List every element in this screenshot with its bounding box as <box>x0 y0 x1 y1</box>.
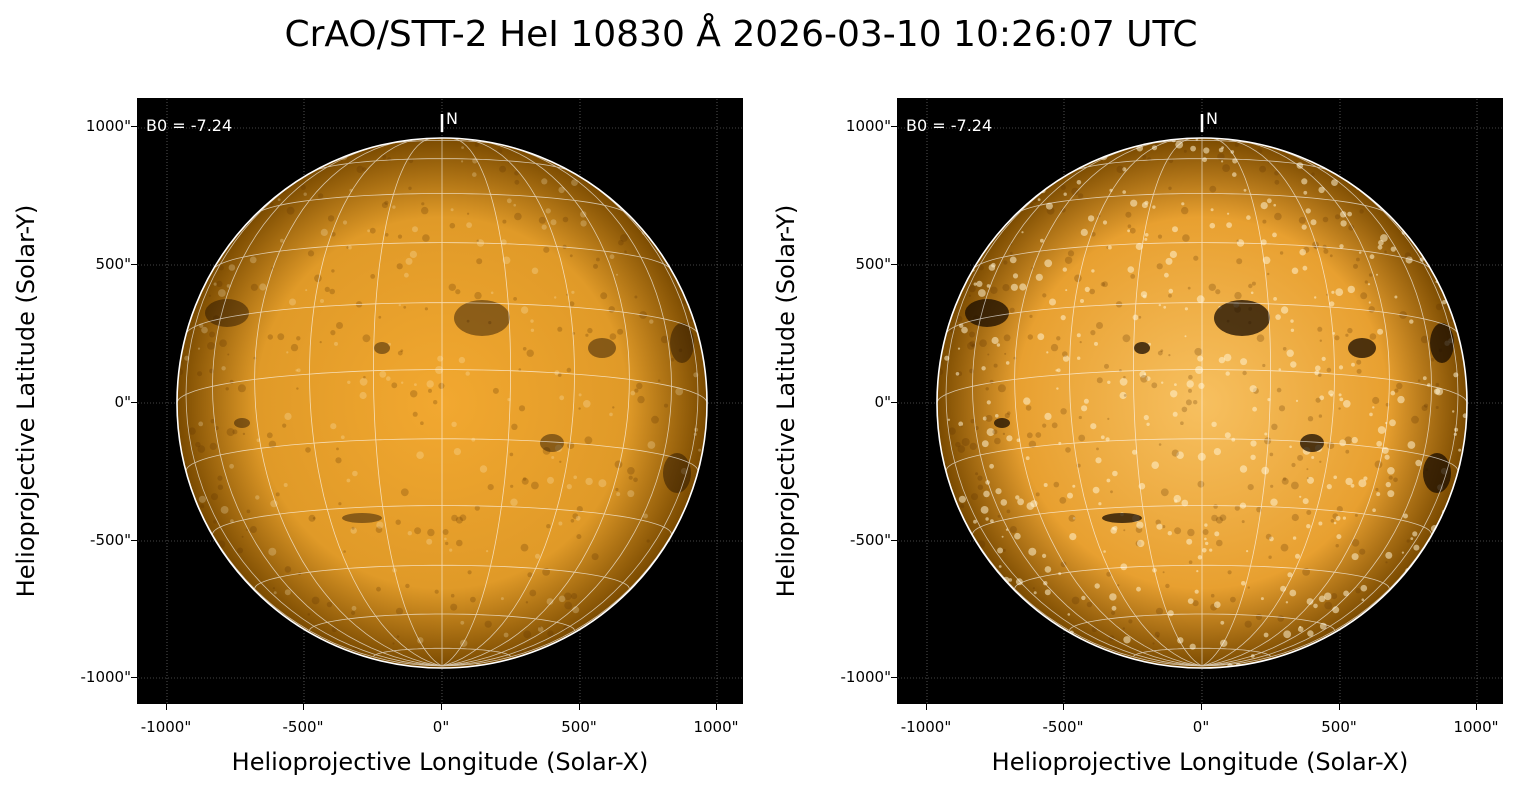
y-tick-label: -500" <box>850 531 891 549</box>
x-axis-label: Helioprojective Longitude (Solar-X) <box>991 748 1409 776</box>
x-tick-label: 0" <box>432 718 450 736</box>
heliographic-grid <box>937 138 1467 667</box>
y-tick-label: 500" <box>95 255 131 273</box>
dark-filament <box>1430 323 1454 363</box>
dark-filament <box>540 434 564 452</box>
dark-filament <box>342 513 382 523</box>
heliographic-grid <box>177 138 707 667</box>
north-label: N <box>1206 109 1218 128</box>
x-tick-label: 500" <box>1321 718 1357 736</box>
y-tick-mark <box>891 264 897 265</box>
y-tick-label: 1000" <box>845 117 891 135</box>
b0-label: B0 = -7.24 <box>146 116 233 135</box>
y-tick-mark <box>131 126 137 127</box>
y-tick-mark <box>131 264 137 265</box>
y-tick-label: -1000" <box>840 668 892 686</box>
x-tick-mark <box>1063 704 1064 710</box>
image-frame: B0 = -7.24 N <box>137 98 743 704</box>
figure-title: CrAO/STT-2 HeI 10830 Å 2026-03-10 10:26:… <box>284 14 1198 55</box>
dark-filament <box>670 323 694 363</box>
y-tick-mark <box>891 402 897 403</box>
x-tick-label: 1000" <box>693 718 739 736</box>
x-axis-label: Helioprojective Longitude (Solar-X) <box>231 748 649 776</box>
dark-filament <box>965 299 1009 327</box>
disk-texture <box>937 138 1467 668</box>
x-tick-mark <box>166 704 167 710</box>
x-tick-mark <box>579 704 580 710</box>
x-tick-mark <box>303 704 304 710</box>
y-axis-label: Helioprojective Latitude (Solar-Y) <box>772 204 800 598</box>
dark-filament <box>994 418 1010 428</box>
dark-filament <box>1102 513 1142 523</box>
dark-filament <box>234 418 250 428</box>
x-tick-label: -500" <box>282 718 324 736</box>
dark-filament <box>1214 300 1270 336</box>
dark-filament <box>1134 342 1150 354</box>
y-tick-label: 0" <box>114 393 131 411</box>
y-tick-label: 500" <box>855 255 891 273</box>
x-tick-mark <box>716 704 717 710</box>
solar-image-panel-left: B0 = -7.24 N 1000" 500" 0" -500" -1000" … <box>12 98 743 776</box>
y-tick-label: -1000" <box>80 668 132 686</box>
dark-filament <box>205 299 249 327</box>
y-tick-label: -500" <box>90 531 131 549</box>
x-tick-mark <box>1201 704 1202 710</box>
x-tick-mark <box>1476 704 1477 710</box>
y-tick-mark <box>891 540 897 541</box>
dark-filament <box>1348 338 1376 358</box>
dark-filament <box>1423 453 1451 493</box>
solar-disk-image-enhanced <box>898 99 1502 703</box>
dark-filament <box>663 453 691 493</box>
x-tick-mark <box>441 704 442 710</box>
y-tick-mark <box>131 402 137 403</box>
x-tick-mark <box>1339 704 1340 710</box>
solar-image-panel-right: B0 = -7.24 N 1000" 500" 0" -500" -1000" … <box>772 98 1503 776</box>
dark-filament <box>1300 434 1324 452</box>
dark-filament <box>454 300 510 336</box>
y-axis-label: Helioprojective Latitude (Solar-Y) <box>12 204 40 598</box>
solar-limb <box>936 137 1468 669</box>
x-tick-label: -500" <box>1042 718 1084 736</box>
north-label: N <box>446 109 458 128</box>
solar-disk-image <box>138 99 742 703</box>
x-tick-label: 1000" <box>1453 718 1499 736</box>
image-frame: B0 = -7.24 N <box>897 98 1503 704</box>
x-tick-label: 500" <box>561 718 597 736</box>
y-tick-label: 1000" <box>85 117 131 135</box>
b0-label: B0 = -7.24 <box>906 116 993 135</box>
y-tick-mark <box>891 677 897 678</box>
x-tick-label: -1000" <box>140 718 192 736</box>
y-tick-label: 0" <box>874 393 891 411</box>
x-tick-label: -1000" <box>900 718 952 736</box>
y-tick-mark <box>131 540 137 541</box>
dark-filament <box>588 338 616 358</box>
dark-filament <box>374 342 390 354</box>
y-tick-mark <box>891 126 897 127</box>
x-tick-mark <box>926 704 927 710</box>
y-tick-mark <box>131 677 137 678</box>
solar-limb <box>176 137 708 669</box>
x-tick-label: 0" <box>1192 718 1210 736</box>
